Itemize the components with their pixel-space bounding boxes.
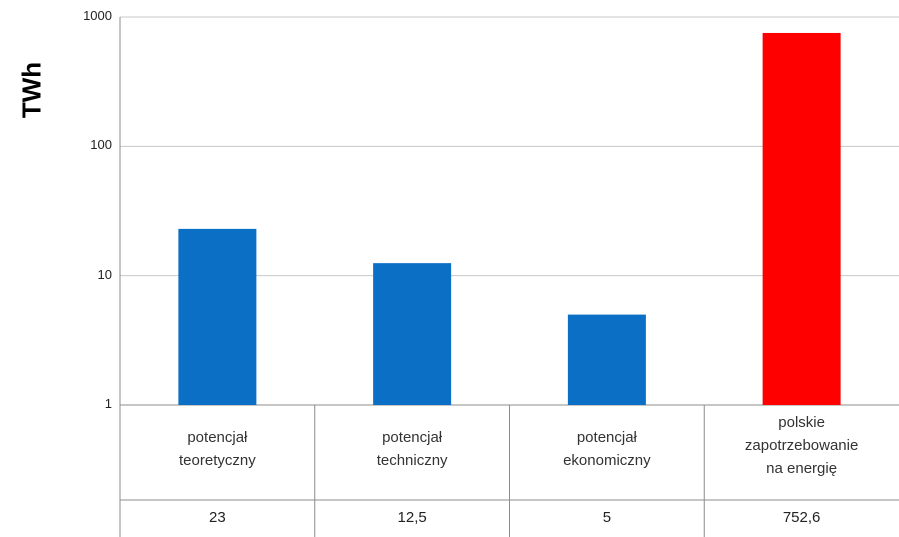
- x-category-label: potencjał teoretyczny: [120, 426, 315, 472]
- y-tick-label: 1000: [83, 8, 112, 23]
- x-category-label: polskie zapotrzebowanie na energię: [704, 411, 899, 480]
- bar: [178, 228, 257, 405]
- y-tick-label: 1: [104, 396, 112, 411]
- x-category-label-line: techniczny: [376, 452, 448, 469]
- data-table-value: 23: [209, 509, 226, 526]
- y-axis-label: TWh: [16, 61, 47, 119]
- x-category-label-line: na energię: [766, 460, 838, 477]
- x-category-label-line: polskie: [778, 414, 825, 431]
- y-tick-label: 100: [90, 137, 112, 153]
- x-category-label-line: potencjał: [576, 429, 637, 446]
- x-category-label-line: teoretyczny: [179, 452, 256, 469]
- x-category-label: potencjał techniczny: [315, 426, 510, 472]
- x-category-label-line: zapotrzebowanie: [744, 437, 859, 454]
- x-category-label-line: ekonomiczny: [563, 452, 651, 469]
- bar: [762, 32, 841, 406]
- x-category-label-line: potencjał: [382, 429, 443, 446]
- data-table-value: 752,6: [782, 509, 821, 526]
- data-table-value: 5: [602, 509, 612, 526]
- data-table-value: 12,5: [397, 509, 427, 526]
- x-category-label-line: potencjał: [187, 429, 248, 446]
- bar: [373, 263, 452, 405]
- x-category-label: potencjał ekonomiczny: [510, 426, 705, 472]
- y-tick-label: 10: [97, 266, 112, 282]
- bar: [567, 314, 646, 405]
